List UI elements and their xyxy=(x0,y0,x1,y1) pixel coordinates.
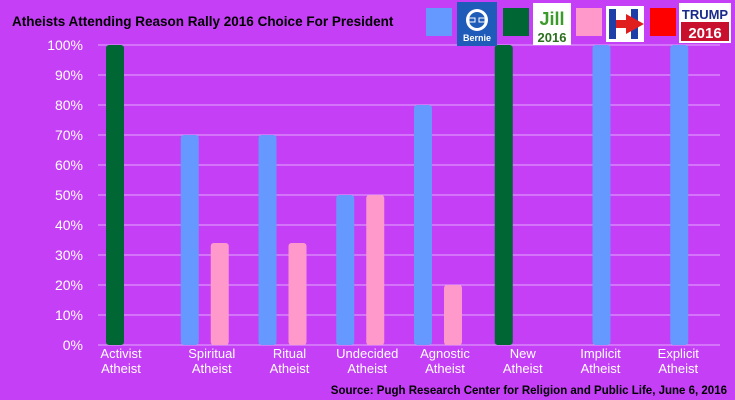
grid xyxy=(98,44,720,346)
y-tick-label: 60% xyxy=(55,157,83,173)
y-axis: 0% 10% 20% 30% 40% 50% 60% 70% 80% 90% 100% xyxy=(47,37,83,353)
bar xyxy=(336,195,355,345)
y-tick-label: 20% xyxy=(55,277,83,293)
x-tick-label: Activist xyxy=(100,346,142,361)
x-tick-label: Atheist xyxy=(581,361,621,376)
y-tick-label: 70% xyxy=(55,127,83,143)
trump-logo-text: TRUMP xyxy=(682,7,729,22)
bar xyxy=(444,285,462,345)
source-note: Source: Pugh Research Center for Religio… xyxy=(331,385,727,397)
x-tick-label: Spiritual xyxy=(188,346,235,361)
x-tick-label: New xyxy=(510,346,537,361)
hillary-logo xyxy=(606,6,644,42)
x-tick-label: Atheist xyxy=(347,361,387,376)
bar xyxy=(106,45,124,345)
trump-logo-year: 2016 xyxy=(688,25,721,42)
bar xyxy=(366,195,385,345)
x-tick-label: Atheist xyxy=(101,361,141,376)
bars xyxy=(106,45,689,345)
chart-title: Atheists Attending Reason Rally 2016 Cho… xyxy=(12,14,394,29)
y-tick-label: 100% xyxy=(47,37,83,53)
x-tick-label: Atheist xyxy=(270,361,310,376)
jill-logo-text: Jill xyxy=(539,9,564,29)
y-tick-label: 10% xyxy=(55,307,83,323)
jill-logo-year: 2016 xyxy=(538,30,567,45)
y-tick-label: 80% xyxy=(55,97,83,113)
y-tick-label: 40% xyxy=(55,217,83,233)
x-tick-label: Atheist xyxy=(658,361,698,376)
x-tick-label: Atheist xyxy=(192,361,232,376)
x-tick-label: Undecided xyxy=(336,346,398,361)
trump-logo: TRUMP 2016 xyxy=(679,3,731,43)
x-tick-label: Ritual xyxy=(273,346,306,361)
legend-swatch-bernie xyxy=(426,8,452,36)
bar xyxy=(414,105,432,345)
x-tick-label: Atheist xyxy=(503,361,543,376)
x-axis: ActivistAtheistSpiritualAtheistRitualAth… xyxy=(100,346,699,376)
x-tick-label: Explicit xyxy=(658,346,700,361)
bar xyxy=(670,45,689,345)
bar xyxy=(258,135,277,345)
bar xyxy=(592,45,611,345)
bernie-logo: Bernie xyxy=(457,2,497,46)
y-tick-label: 0% xyxy=(63,337,83,353)
bar xyxy=(180,135,199,345)
x-tick-label: Atheist xyxy=(425,361,465,376)
legend-swatch-hillary xyxy=(576,8,602,36)
y-tick-label: 50% xyxy=(55,187,83,203)
bar xyxy=(210,243,229,345)
y-tick-label: 30% xyxy=(55,247,83,263)
bernie-logo-text: Bernie xyxy=(463,33,491,43)
x-tick-label: Implicit xyxy=(580,346,621,361)
x-tick-label: Agnostic xyxy=(420,346,470,361)
legend-swatch-trump xyxy=(650,8,676,36)
legend: Bernie Jill 2016 TRUMP 2016 xyxy=(426,2,731,46)
bar xyxy=(494,45,513,345)
legend-swatch-jill xyxy=(503,8,529,36)
y-tick-label: 90% xyxy=(55,67,83,83)
jill-logo: Jill 2016 xyxy=(533,3,571,45)
bar xyxy=(288,243,307,345)
